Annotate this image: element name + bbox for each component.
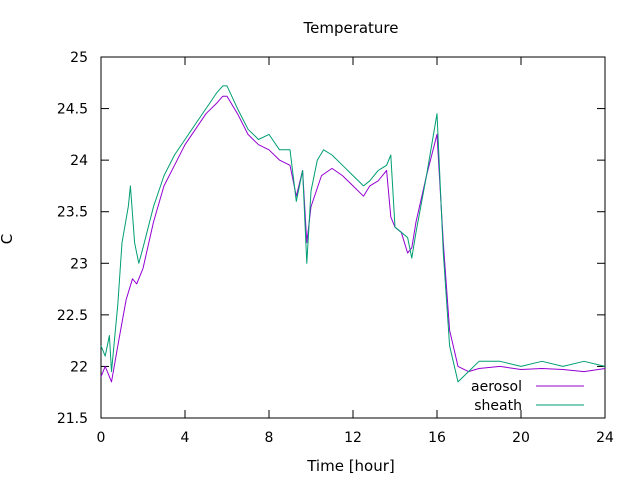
y-tick-label: 24 [70, 153, 88, 169]
x-tick-label: 20 [512, 430, 530, 446]
x-tick-label: 24 [596, 430, 614, 446]
y-axis-label: C [0, 234, 16, 244]
x-tick-label: 0 [97, 430, 106, 446]
y-tick-label: 22 [70, 359, 88, 375]
x-tick-label: 4 [181, 430, 190, 446]
legend-label: sheath [474, 398, 522, 414]
series-layer [100, 85, 606, 383]
series-line-sheath [100, 85, 606, 383]
x-tick-label: 12 [344, 430, 362, 446]
chart-title: Temperature [302, 19, 398, 37]
x-tick-label: 16 [428, 430, 446, 446]
legend-label: aerosol [471, 379, 522, 395]
series-line-aerosol [100, 95, 606, 383]
y-tick-label: 23.5 [57, 205, 88, 221]
legend: aerosol sheath [471, 379, 584, 414]
axes: 21.5 22 22.5 23 23.5 24 24.5 25 0 4 8 12 16 20 24 [57, 50, 614, 446]
x-axis-label: Time [hour] [306, 457, 395, 475]
y-tick-label: 24.5 [57, 102, 88, 118]
x-tick-label: 8 [265, 430, 274, 446]
y-tick-label: 25 [70, 50, 88, 66]
y-tick-label: 22.5 [57, 308, 88, 324]
y-tick-label: 23 [70, 256, 88, 272]
y-tick-label: 21.5 [57, 411, 88, 427]
